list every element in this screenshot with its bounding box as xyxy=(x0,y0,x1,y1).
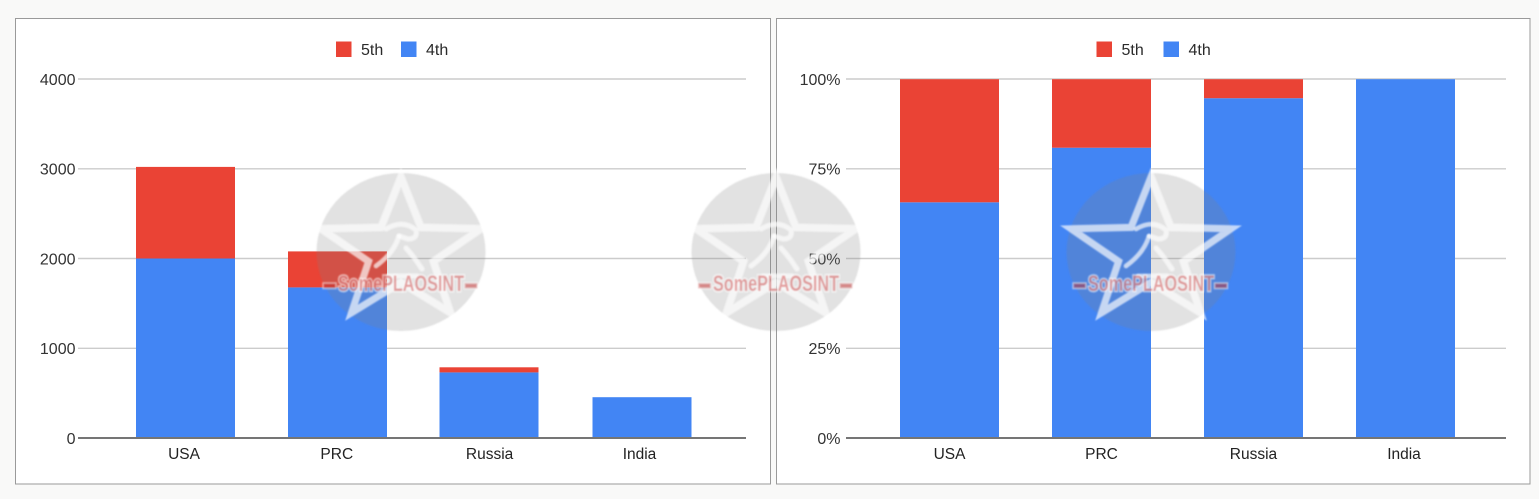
svg-text:75%: 75% xyxy=(808,162,840,179)
svg-text:PRC: PRC xyxy=(320,446,353,463)
svg-text:0%: 0% xyxy=(817,431,840,448)
svg-text:Russia: Russia xyxy=(1230,446,1278,463)
svg-text:100%: 100% xyxy=(800,72,841,89)
svg-text:1000: 1000 xyxy=(40,341,76,358)
svg-text:4th: 4th xyxy=(1189,42,1211,59)
svg-text:USA: USA xyxy=(934,446,967,463)
svg-text:India: India xyxy=(1387,446,1421,463)
svg-text:SomePLAOSINT: SomePLAOSINT xyxy=(1088,271,1214,296)
svg-text:25%: 25% xyxy=(808,341,840,358)
svg-text:0: 0 xyxy=(67,431,76,448)
svg-text:Russia: Russia xyxy=(466,446,514,463)
svg-text:USA: USA xyxy=(168,446,201,463)
svg-text:4000: 4000 xyxy=(40,72,76,89)
svg-text:5th: 5th xyxy=(1122,42,1144,59)
svg-text:2000: 2000 xyxy=(40,251,76,268)
svg-text:3000: 3000 xyxy=(40,162,76,179)
svg-text:India: India xyxy=(623,446,657,463)
svg-text:PRC: PRC xyxy=(1085,446,1118,463)
svg-text:4th: 4th xyxy=(426,42,448,59)
svg-text:SomePLAOSINT: SomePLAOSINT xyxy=(338,271,464,296)
svg-text:5th: 5th xyxy=(361,42,383,59)
svg-text:SomePLAOSINT: SomePLAOSINT xyxy=(713,271,839,296)
